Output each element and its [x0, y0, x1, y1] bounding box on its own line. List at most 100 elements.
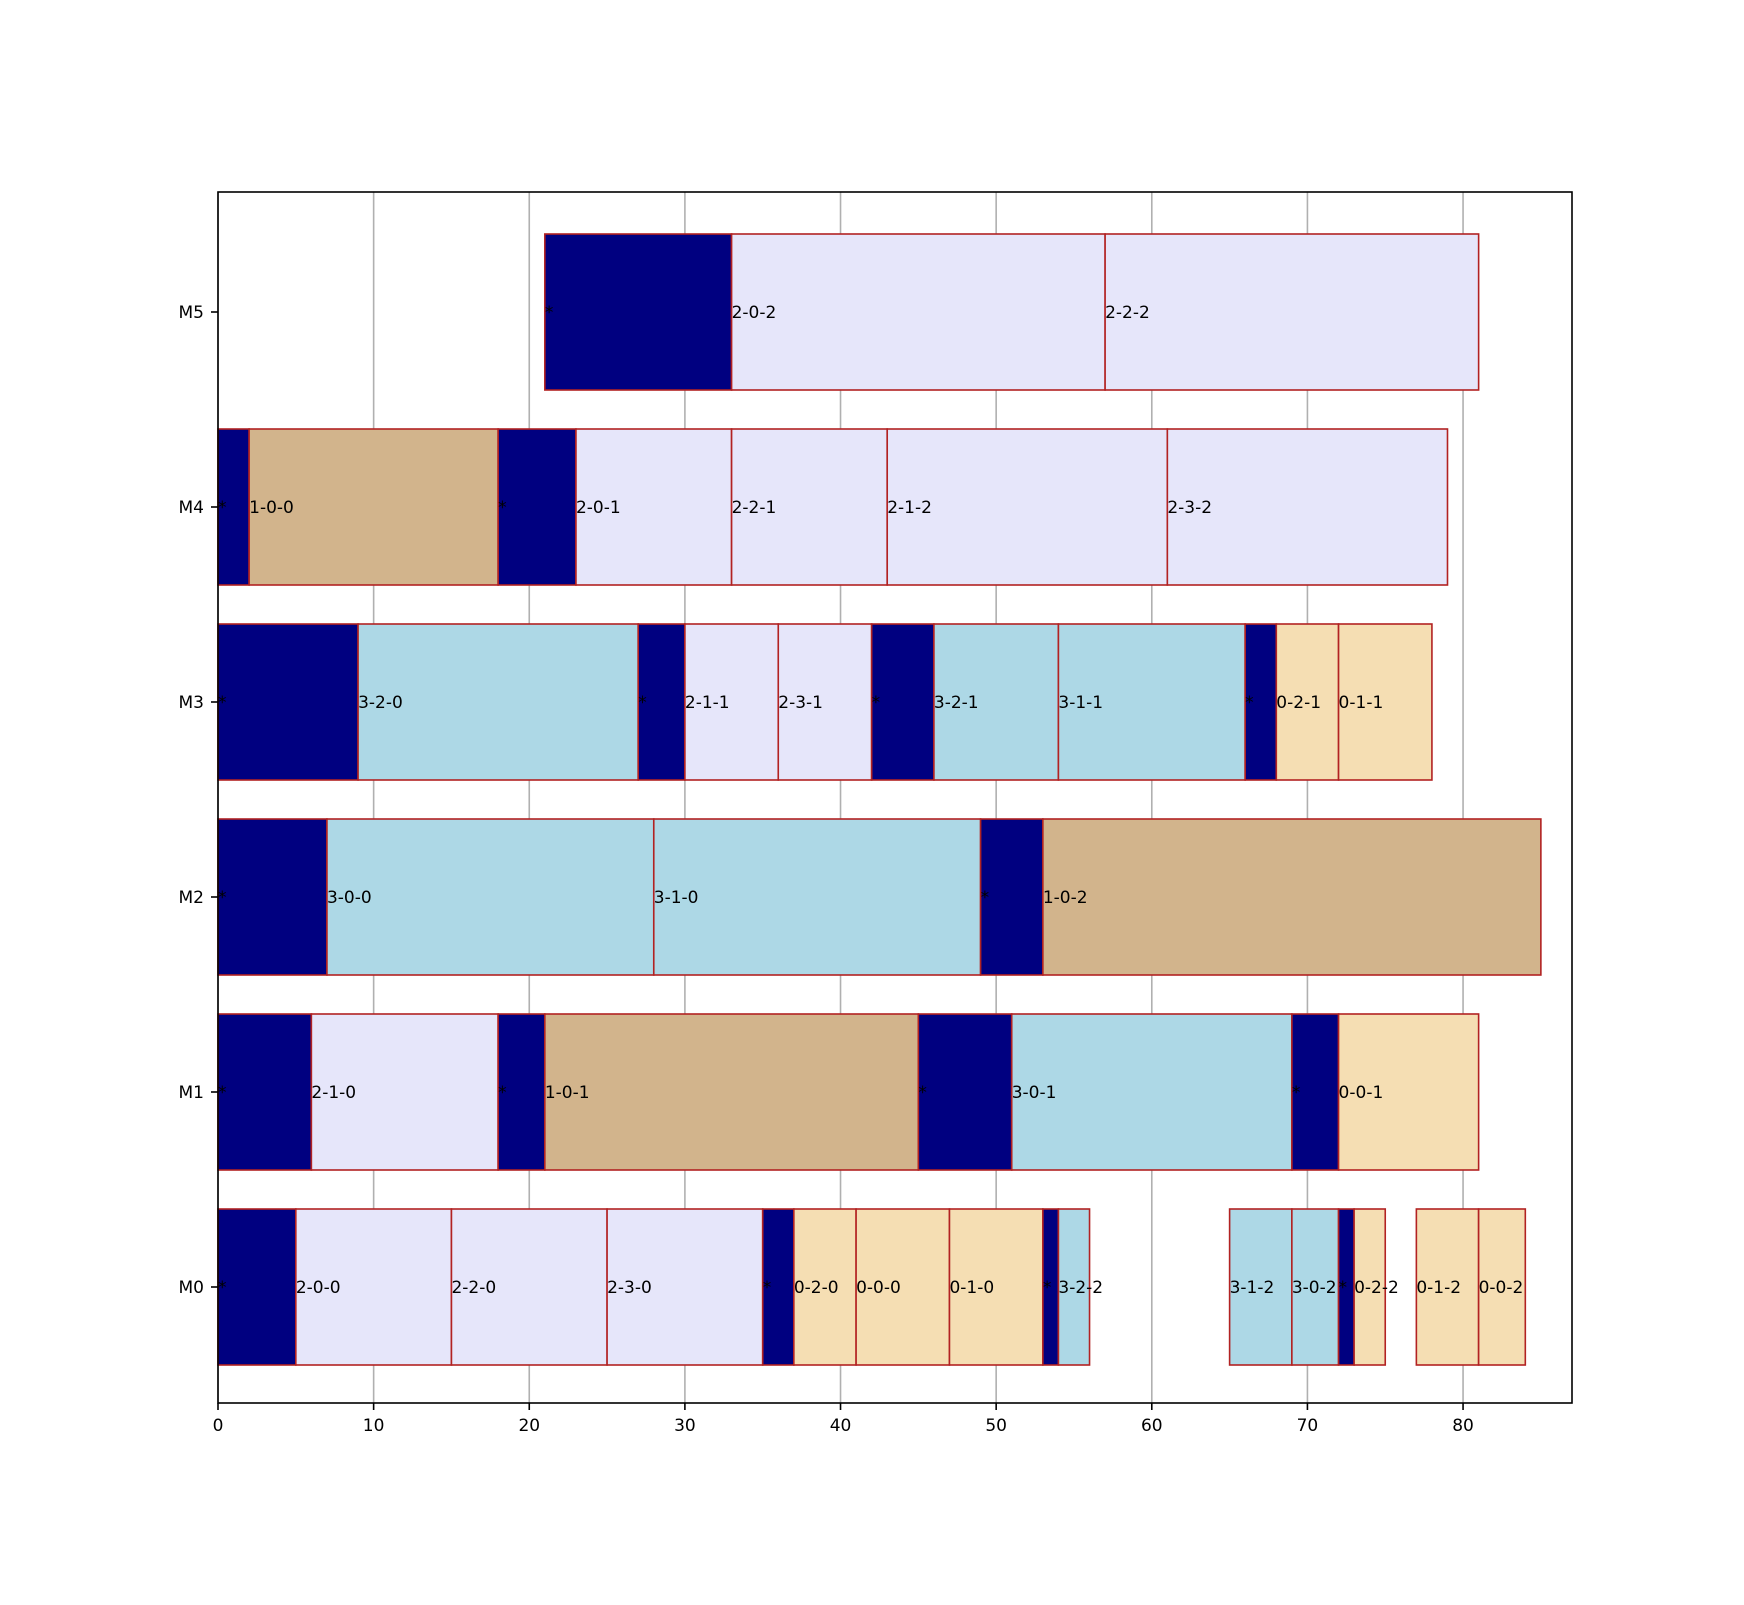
x-tick-label: 20: [518, 1416, 540, 1436]
task-bar-label: 3-1-2: [1230, 1278, 1275, 1298]
task-bar-label: 0-2-1: [1276, 693, 1321, 713]
task-bar: [855, 1208, 951, 1366]
task-bar-label: 3-0-1: [1012, 1083, 1057, 1103]
setup-bar-label: *: [498, 498, 507, 518]
task-bar: [1291, 1208, 1340, 1366]
setup-bar-label: *: [918, 1083, 927, 1103]
task-bar: [1337, 623, 1433, 781]
setup-bar-label: *: [1043, 1278, 1052, 1298]
setup-bar-label: *: [763, 1278, 772, 1298]
setup-bar-label: *: [218, 888, 227, 908]
setup-bar: [917, 1013, 1013, 1171]
setup-bar: [217, 1208, 297, 1366]
task-bar: [886, 428, 1169, 586]
y-tick-label: M5: [179, 303, 204, 323]
y-tick-label: M4: [179, 498, 204, 518]
task-bar: [1057, 1208, 1091, 1366]
task-bar: [1166, 428, 1449, 586]
task-bar-label: 3-1-0: [654, 888, 699, 908]
setup-bar: [870, 623, 935, 781]
task-bar-label: 3-2-0: [358, 693, 403, 713]
task-bar: [1228, 1208, 1293, 1366]
setup-bar: [637, 623, 686, 781]
setup-bar: [544, 233, 733, 391]
task-bar: [948, 1208, 1044, 1366]
task-bar: [326, 818, 655, 976]
task-bar-label: 3-0-0: [327, 888, 372, 908]
x-tick-label: 80: [1452, 1416, 1474, 1436]
task-bar: [310, 1013, 499, 1171]
setup-bar: [497, 1013, 546, 1171]
task-bar-label: 2-3-2: [1167, 498, 1212, 518]
grid-layer: [217, 192, 1464, 1403]
task-bar: [1415, 1208, 1480, 1366]
task-bar-label: 2-3-0: [607, 1278, 652, 1298]
setup-bar-label: *: [1292, 1083, 1301, 1103]
task-bar-label: 3-2-1: [934, 693, 979, 713]
task-bar-label: 1-0-2: [1043, 888, 1088, 908]
setup-bar: [217, 818, 328, 976]
task-bar: [933, 623, 1060, 781]
task-bar-label: 2-2-2: [1105, 303, 1150, 323]
setup-bar: [1291, 1013, 1340, 1171]
task-bar-label: 2-0-1: [576, 498, 621, 518]
setup-bar: [217, 428, 250, 586]
setup-bar: [497, 428, 577, 586]
task-bar-label: 0-0-2: [1479, 1278, 1524, 1298]
setup-bar-label: *: [218, 693, 227, 713]
task-bar: [684, 623, 780, 781]
setup-bar-label: *: [218, 1278, 227, 1298]
task-bar: [1057, 623, 1246, 781]
task-bar-label: 2-0-0: [296, 1278, 341, 1298]
x-tick-label: 70: [1297, 1416, 1319, 1436]
x-tick-label: 60: [1141, 1416, 1163, 1436]
task-bar-label: 2-3-1: [778, 693, 823, 713]
task-bar-label: 0-2-0: [794, 1278, 839, 1298]
setup-bar-label: *: [545, 303, 554, 323]
task-bar-label: 3-0-2: [1292, 1278, 1337, 1298]
plot-frame: [217, 191, 1573, 1404]
x-tick-label: 50: [985, 1416, 1007, 1436]
bar-layer: * 2-0-0 2-2-0 2-3-0 * 0-2-0 0-0-0 0-1-0 * 3-2-2 3-…: [217, 233, 1542, 1366]
task-bar-label: 2-1-0: [311, 1083, 356, 1103]
task-bar-label: 0-1-2: [1416, 1278, 1461, 1298]
task-bar-label: 2-1-1: [685, 693, 730, 713]
task-bar: [450, 1208, 608, 1366]
task-bar: [1477, 1208, 1527, 1366]
task-bar-label: 0-0-0: [856, 1278, 901, 1298]
setup-bar: [217, 623, 359, 781]
task-bar-label: 0-0-1: [1339, 1083, 1384, 1103]
task-bar-label: 2-2-1: [732, 498, 777, 518]
x-tick-label: 0: [213, 1416, 224, 1436]
setup-bar-label: *: [1245, 693, 1254, 713]
task-bar-label: 1-0-0: [249, 498, 294, 518]
task-bar: [652, 818, 982, 976]
y-tick-label: M2: [179, 888, 204, 908]
y-tick-label: M3: [179, 693, 204, 713]
task-bar: [606, 1208, 764, 1366]
setup-bar-label: *: [218, 498, 227, 518]
setup-bar-label: *: [638, 693, 647, 713]
task-bar-label: 0-1-1: [1339, 693, 1384, 713]
task-bar-label: 2-2-0: [451, 1278, 496, 1298]
task-bar: [1104, 233, 1480, 391]
setup-bar-label: *: [498, 1083, 507, 1103]
task-bar: [544, 1013, 920, 1171]
setup-bar-label: *: [1339, 1278, 1348, 1298]
task-bar: [1353, 1208, 1387, 1366]
task-bar-label: 3-2-2: [1058, 1278, 1103, 1298]
task-bar: [575, 428, 733, 586]
x-tick-label: 30: [674, 1416, 696, 1436]
task-bar-label: 3-1-1: [1058, 693, 1103, 713]
task-bar-label: 1-0-1: [545, 1083, 590, 1103]
task-bar: [357, 623, 640, 781]
x-tick-label: 10: [363, 1416, 385, 1436]
setup-bar: [761, 1208, 795, 1366]
task-bar: [730, 233, 1106, 391]
task-bar: [1337, 1013, 1480, 1171]
task-bar: [248, 428, 499, 586]
task-bar-label: 2-0-2: [732, 303, 777, 323]
task-bar-label: 0-2-2: [1354, 1278, 1399, 1298]
